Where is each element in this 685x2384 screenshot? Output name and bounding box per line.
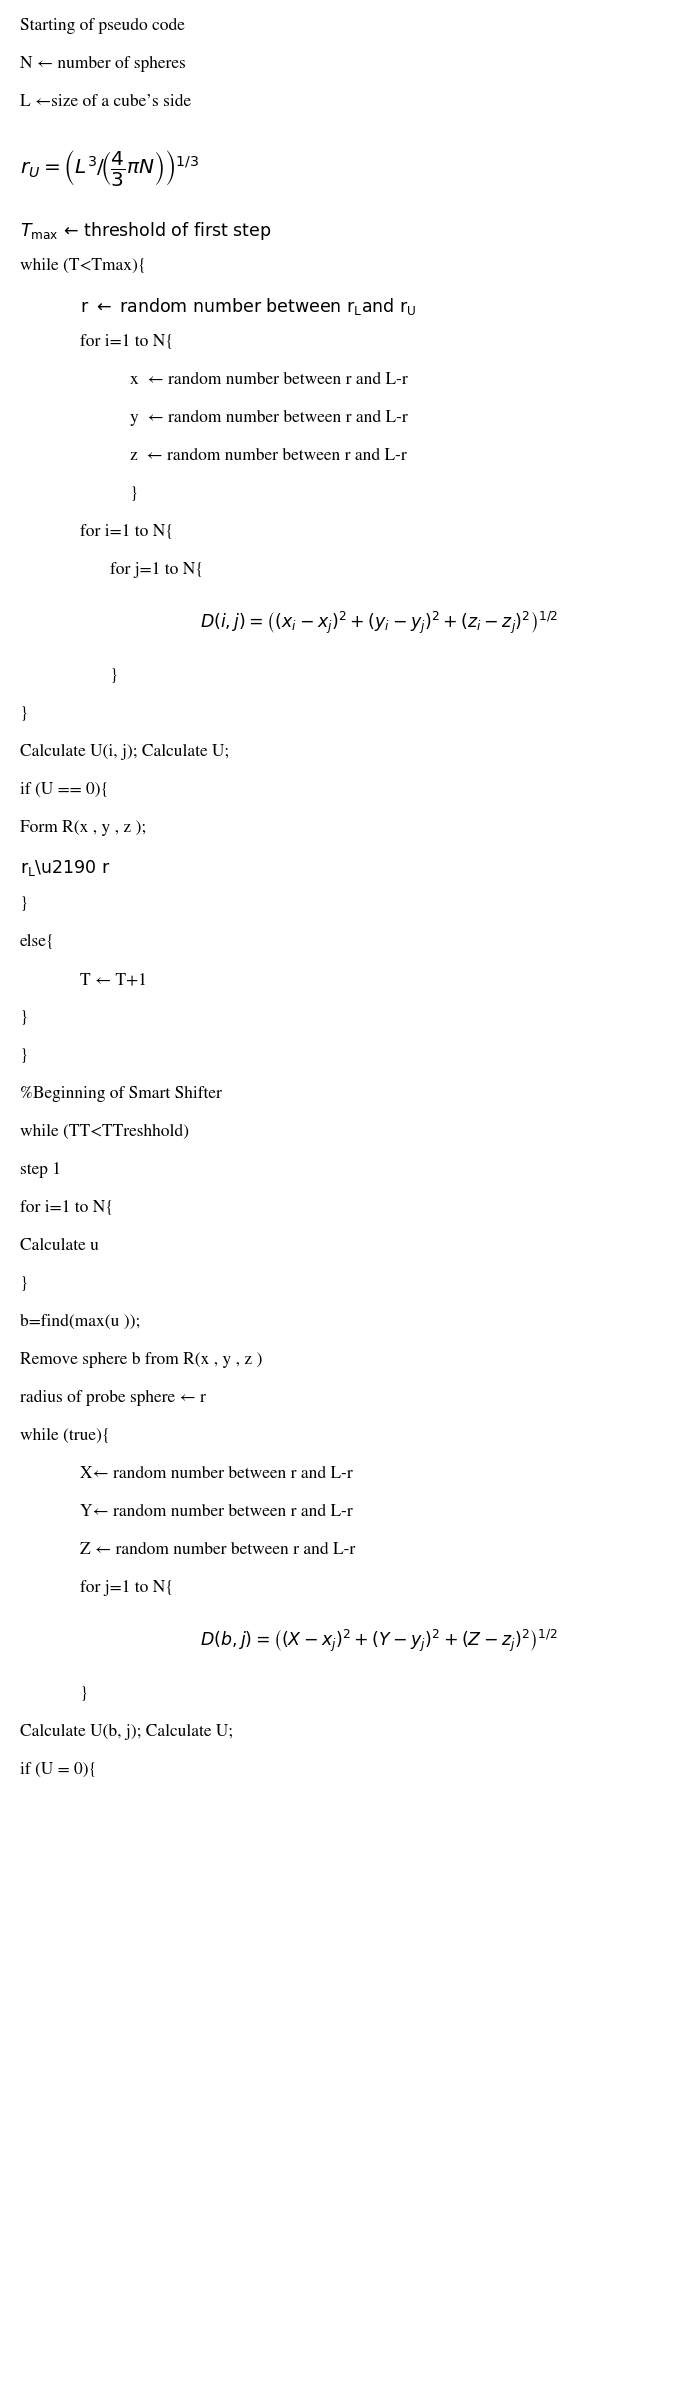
Text: for i=1 to N{: for i=1 to N{ [20, 1199, 114, 1216]
Text: while (TT<TTreshhold): while (TT<TTreshhold) [20, 1123, 189, 1140]
Text: N ← number of spheres: N ← number of spheres [20, 55, 186, 72]
Text: Calculate U(b, j); Calculate U;: Calculate U(b, j); Calculate U; [20, 1724, 233, 1740]
Text: r $\leftarrow$ random number between r$_\mathrm{L}$and r$_\mathrm{U}$: r $\leftarrow$ random number between r$_… [80, 296, 416, 317]
Text: }: } [20, 1275, 28, 1292]
Text: T ← T+1: T ← T+1 [80, 973, 147, 987]
Text: Remove sphere b from R(xᵢ, yᵢ, zᵢ): Remove sphere b from R(xᵢ, yᵢ, zᵢ) [20, 1352, 262, 1368]
Text: Y← random number between r and L-r: Y← random number between r and L-r [80, 1504, 353, 1521]
Text: Calculate U(i, j); Calculate U;: Calculate U(i, j); Calculate U; [20, 744, 229, 760]
Text: b=find(max(uᵢ));: b=find(max(uᵢ)); [20, 1314, 140, 1330]
Text: Form R(xᵢ, yᵢ, zᵢ);: Form R(xᵢ, yᵢ, zᵢ); [20, 820, 146, 837]
Text: if (U == 0){: if (U == 0){ [20, 782, 109, 799]
Text: if (U = 0){: if (U = 0){ [20, 1762, 97, 1778]
Text: }: } [20, 1011, 28, 1025]
Text: step 1: step 1 [20, 1161, 61, 1178]
Text: for j=1 to N{: for j=1 to N{ [110, 563, 203, 577]
Text: Starting of pseudo code: Starting of pseudo code [20, 19, 185, 33]
Text: Calculate uᵢ: Calculate uᵢ [20, 1237, 103, 1254]
Text: for i=1 to N{: for i=1 to N{ [80, 524, 173, 541]
Text: for j=1 to N{: for j=1 to N{ [80, 1581, 173, 1595]
Text: $r_U = \left(L^3/\!\left(\dfrac{4}{3}\pi N\right)\right)^{1/3}$: $r_U = \left(L^3/\!\left(\dfrac{4}{3}\pi… [20, 148, 199, 188]
Text: for i=1 to N{: for i=1 to N{ [80, 334, 173, 350]
Text: zᵢ ← random number between r and L-r: zᵢ ← random number between r and L-r [130, 448, 407, 465]
Text: while (true){: while (true){ [20, 1428, 110, 1445]
Text: xᵢ ← random number between r and L-r: xᵢ ← random number between r and L-r [130, 372, 408, 389]
Text: X← random number between r and L-r: X← random number between r and L-r [80, 1466, 353, 1483]
Text: yᵢ ← random number between r and L-r: yᵢ ← random number between r and L-r [130, 410, 408, 427]
Text: }: } [130, 486, 138, 503]
Text: $D(i,j) = \left((x_i - x_j)^2 + (y_i - y_j)^2 + (z_i - z_j)^2\right)^{1/2}$: $D(i,j) = \left((x_i - x_j)^2 + (y_i - y… [200, 610, 558, 637]
Text: }: } [110, 668, 119, 684]
Text: %Beginning of Smart Shifter: %Beginning of Smart Shifter [20, 1087, 222, 1101]
Text: radius of probe sphere ← r: radius of probe sphere ← r [20, 1390, 206, 1407]
Text: L ←size of a cube’s side: L ←size of a cube’s side [20, 93, 191, 110]
Text: else{: else{ [20, 935, 55, 949]
Text: while (T<Tmax){: while (T<Tmax){ [20, 257, 147, 274]
Text: Z ← random number between r and L-r: Z ← random number between r and L-r [80, 1542, 356, 1559]
Text: }: } [20, 706, 28, 722]
Text: $D(b,j) = \left((X - x_j)^2 + (Y - y_j)^2 + (Z - z_j)^2\right)^{1/2}$: $D(b,j) = \left((X - x_j)^2 + (Y - y_j)^… [200, 1628, 558, 1654]
Text: }: } [80, 1685, 88, 1702]
Text: $T_{\mathrm{max}}$ ← threshold of first step: $T_{\mathrm{max}}$ ← threshold of first … [20, 219, 271, 243]
Text: }: } [20, 896, 28, 913]
Text: r$_\mathrm{L}$\u2190 r: r$_\mathrm{L}$\u2190 r [20, 858, 110, 877]
Text: }: } [20, 1049, 28, 1063]
